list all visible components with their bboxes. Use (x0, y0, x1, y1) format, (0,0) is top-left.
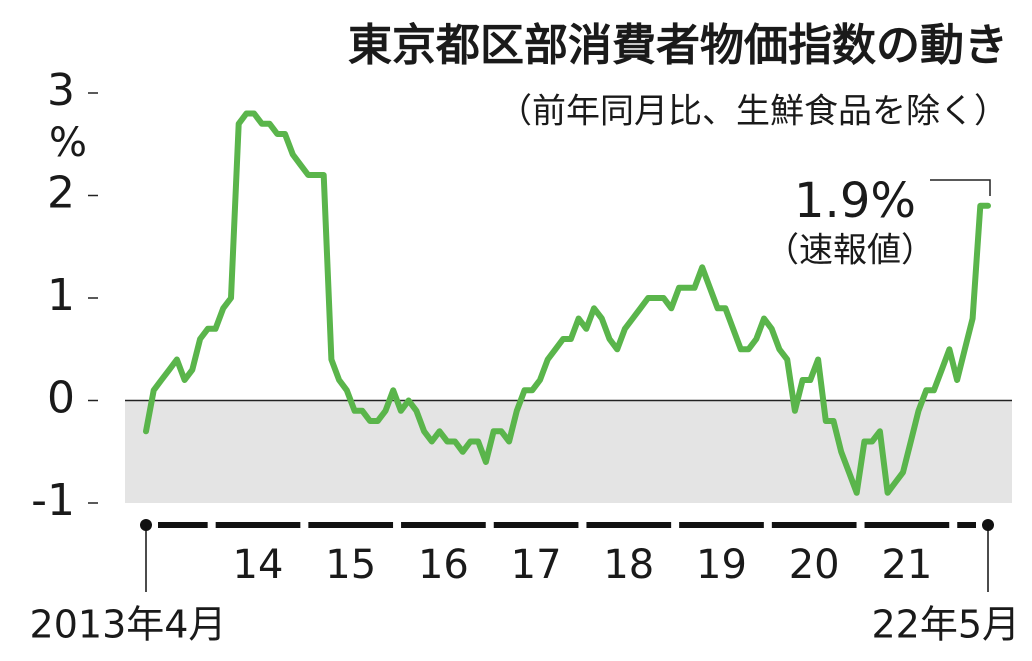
y-tick-label: 0 (47, 373, 75, 424)
y-tick-label: 3 (47, 65, 75, 116)
x-tick-label: 21 (881, 542, 932, 588)
value-label: 1.9% (794, 173, 916, 229)
y-tick-label: -1 (31, 475, 75, 526)
x-tick-label: 14 (233, 542, 284, 588)
chart-title: 東京都区部消費者物価指数の動き (348, 20, 1008, 71)
x-tick-label: 15 (325, 542, 376, 588)
annotation: （速報値） (765, 231, 935, 271)
y-axis-label: % (49, 120, 87, 166)
x-tick-label: 17 (511, 542, 562, 588)
x-tick-label: 22年5月 (871, 603, 1020, 647)
x-tick-label: 2013年4月 (30, 603, 227, 647)
chart-subtitle: （前年同月比、生鮮食品を除く） (498, 92, 1008, 132)
x-tick-label: 20 (789, 542, 840, 588)
x-tick-label: 19 (696, 542, 747, 588)
leader-line (930, 179, 991, 196)
y-tick-label: 1 (47, 270, 75, 321)
y-tick-label: 2 (47, 168, 75, 219)
negative-band (125, 400, 1012, 503)
x-tick-label: 16 (418, 542, 469, 588)
data-line (143, 110, 991, 496)
x-tick-label: 18 (603, 542, 654, 588)
